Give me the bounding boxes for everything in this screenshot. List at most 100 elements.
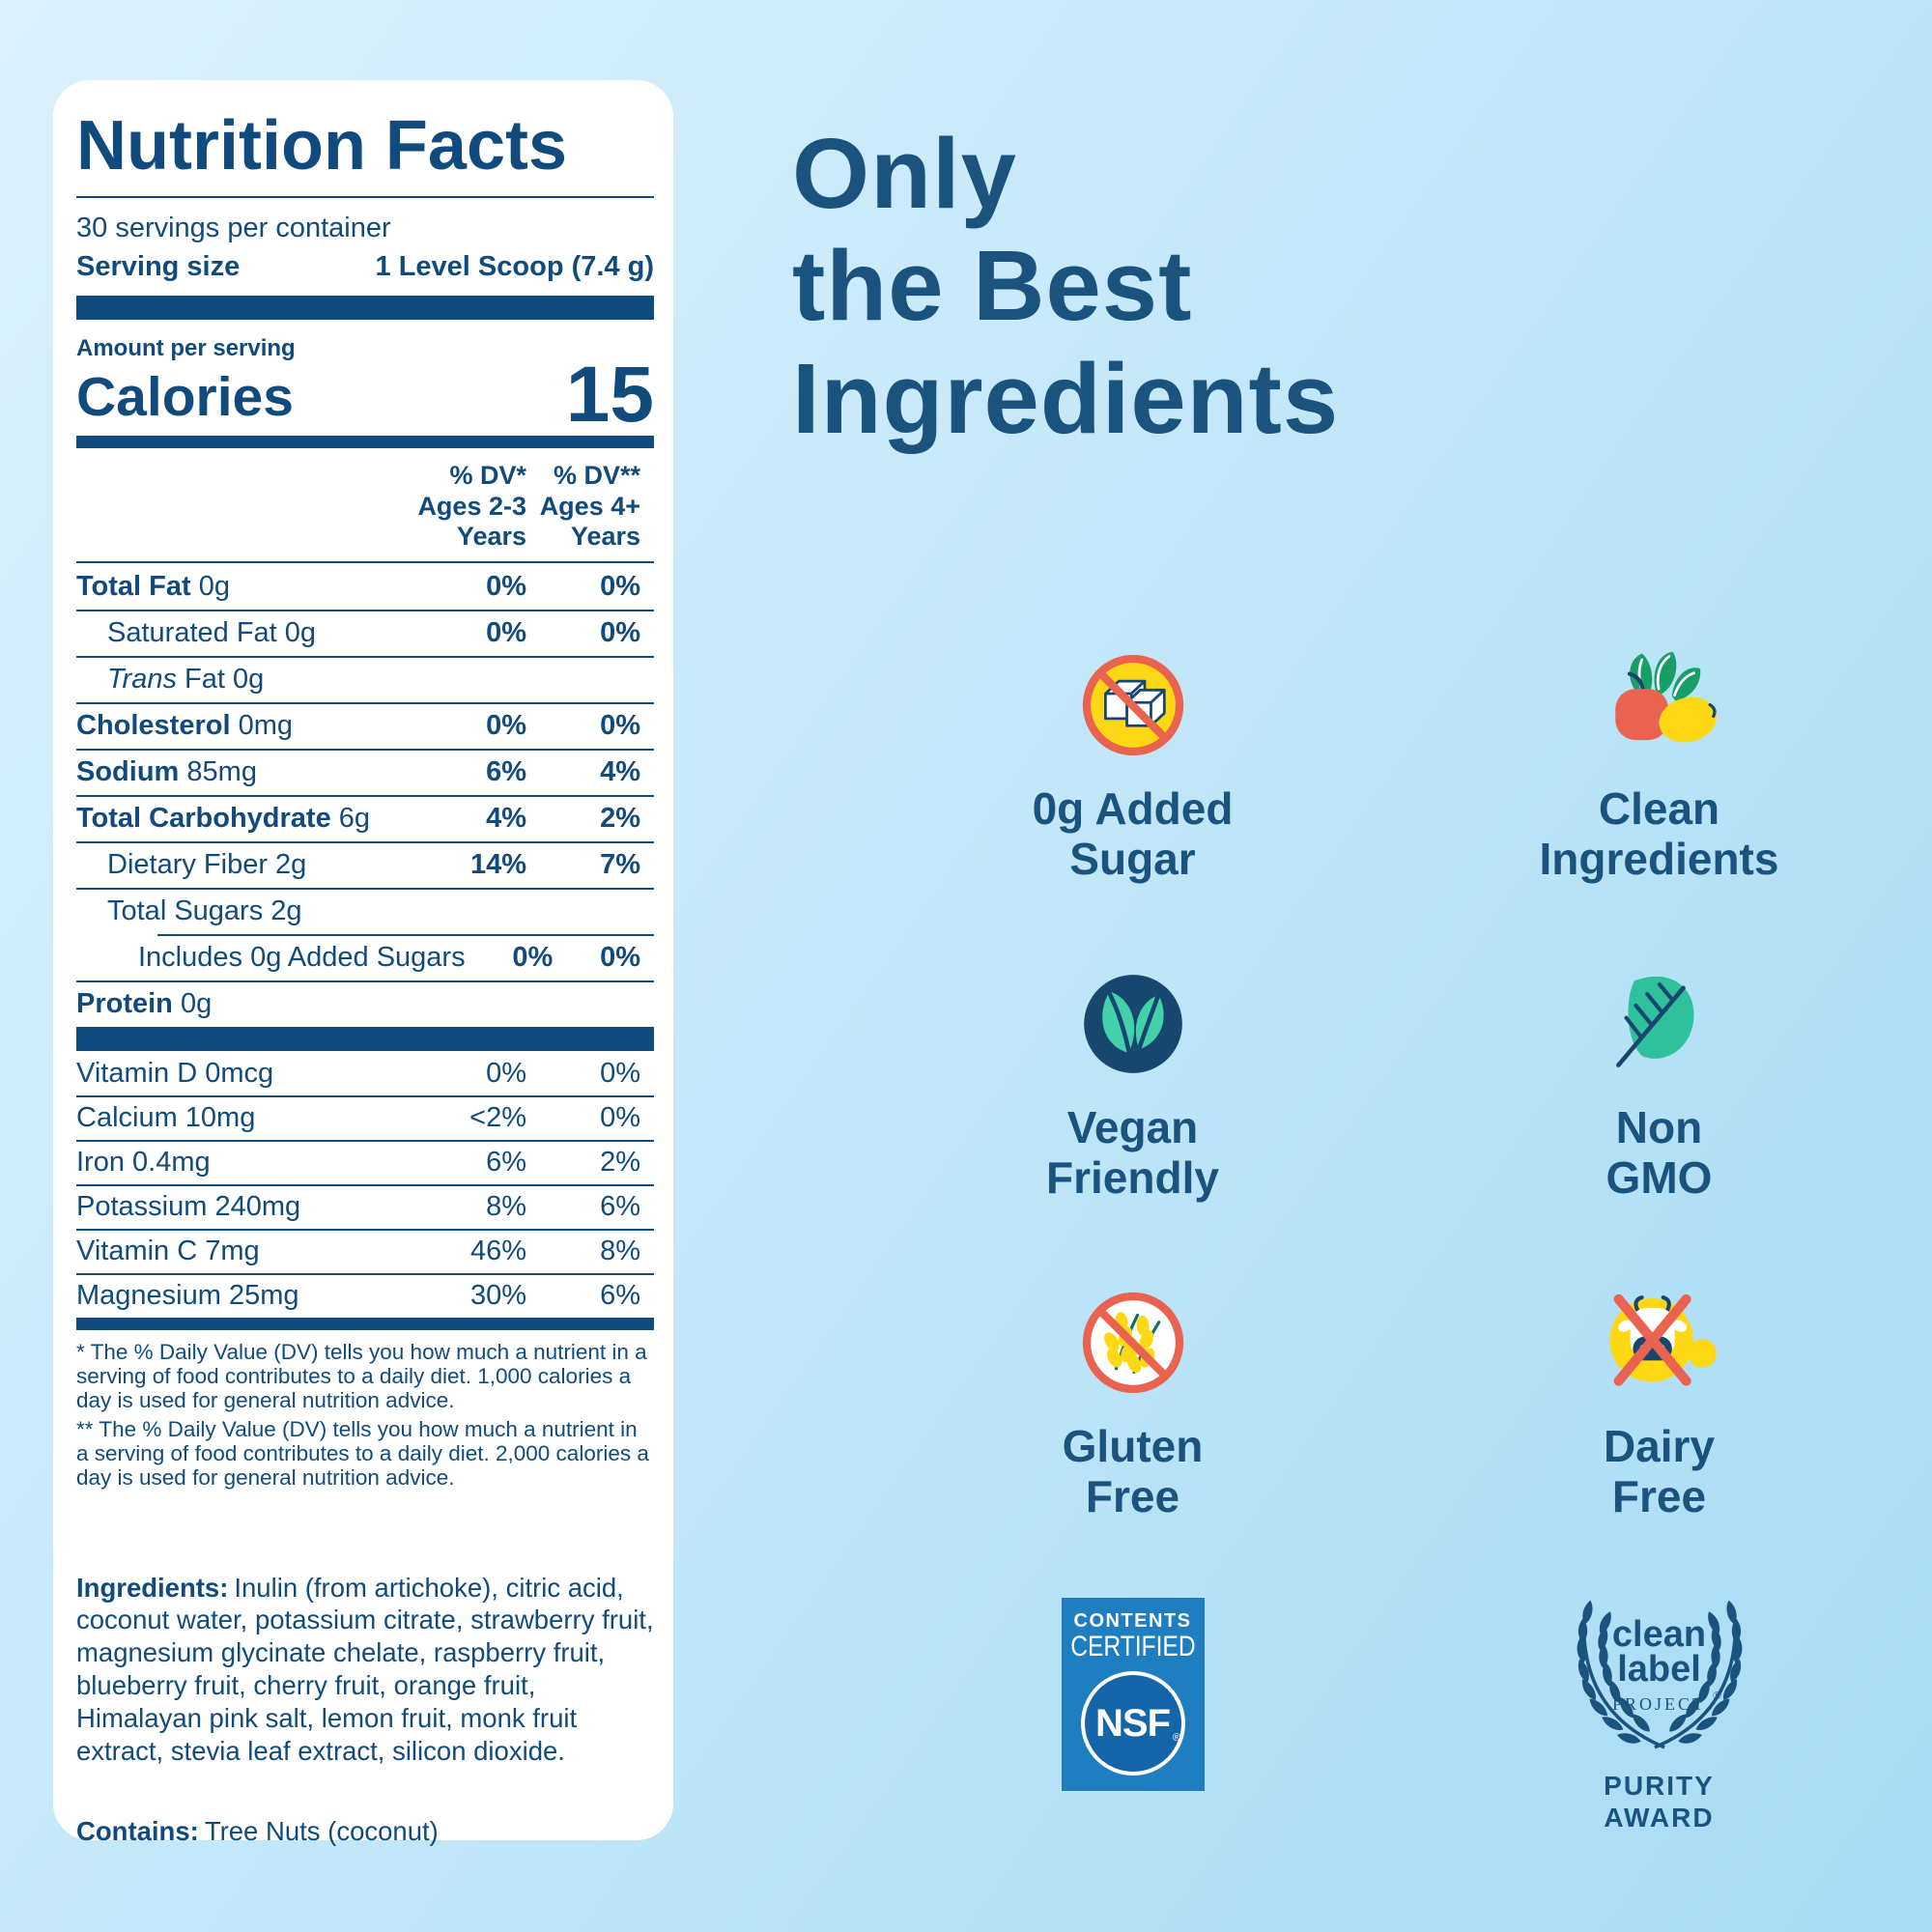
laurel-wreath-icon — [1576, 1599, 1743, 1749]
dv-ages-4plus-value: 0% — [600, 1057, 640, 1089]
nutrient-row: Protein 0g — [76, 980, 654, 1027]
gluten-free-icon — [1075, 1279, 1191, 1406]
dv-column-headers: % DV* Ages 2-3 Years % DV** Ages 4+ Years — [76, 448, 654, 561]
section-bar — [76, 1318, 654, 1331]
dv-ages-2-3-value: 14% — [469, 848, 526, 880]
dv-header-ages-2-3: % DV* Ages 2-3 Years — [417, 461, 526, 551]
nsf-logo-circle: NSF ® — [1080, 1671, 1185, 1776]
section-bar — [76, 1027, 654, 1052]
badge-label: Clean Ingredients — [1539, 783, 1779, 884]
dv-ages-2-3-value: 0% — [486, 616, 526, 648]
nsf-certified-label: CERTIFIED — [1069, 1631, 1196, 1662]
dv-ages-4plus-value: 8% — [600, 1235, 640, 1266]
servings-per-container: 30 servings per container — [76, 213, 391, 243]
dv-ages-4plus-value: 2% — [600, 1146, 640, 1178]
certifications: CONTENTS CERTIFIED NSF ® — [869, 1598, 1922, 1839]
clp-clean: clean — [1611, 1614, 1707, 1655]
dv-ages-2-3-value: 6% — [486, 755, 526, 787]
nutrient-row: Saturated Fat 0g 0% 0% — [76, 610, 654, 656]
nutrition-facts-title: Nutrition Facts — [76, 107, 568, 185]
badge-label: Vegan Friendly — [1046, 1102, 1219, 1203]
nutrient-row: Total Sugars 2g — [76, 888, 654, 934]
vegan-icon — [1076, 960, 1190, 1088]
nutrient-row: Vitamin C 7mg 46% 8% — [76, 1229, 654, 1273]
badge-non-gmo: Non GMO — [1396, 960, 1922, 1279]
nsf-contents-label: CONTENTS — [1073, 1610, 1192, 1632]
dv-ages-2-3-value: 8% — [486, 1190, 526, 1222]
dv-header-ages-4plus: % DV** Ages 4+ Years — [539, 461, 640, 551]
dv-ages-2-3-value: 4% — [486, 802, 526, 834]
dv-ages-4plus-value: 2% — [600, 802, 640, 834]
feature-badges: 0g Added Sugar C — [869, 641, 1922, 1598]
nutrient-row: Total Carbohydrate 6g 4% 2% — [76, 795, 654, 841]
allergen-statement: Contains: Tree Nuts (coconut) — [76, 1815, 439, 1846]
dv-ages-4plus-value: 0% — [600, 570, 640, 602]
calories-label: Calories — [76, 366, 294, 429]
amount-per-serving: Amount per serving — [76, 335, 296, 361]
nutrient-row: Iron 0.4mg 6% 2% — [76, 1140, 654, 1184]
contains-label: Contains: — [76, 1815, 199, 1846]
dv-ages-4plus-value: 0% — [600, 1101, 640, 1133]
dv-footnote-ages-4plus: ** The % Daily Value (DV) tells you how … — [76, 1417, 649, 1490]
clp-project: PROJECT ® — [1611, 1689, 1722, 1715]
dv-ages-4plus-value: 6% — [600, 1190, 640, 1222]
dv-ages-4plus-value: 6% — [600, 1279, 640, 1311]
dairy-free-icon — [1593, 1279, 1726, 1406]
serving-size-row: Serving size 1 Level Scoop (7.4 g) — [76, 251, 654, 283]
dv-ages-4plus-value: 0% — [600, 616, 640, 648]
nutrient-row: Trans Fat 0g — [76, 656, 654, 702]
headline: Only the Best Ingredients — [792, 118, 1340, 454]
dv-ages-4plus-value: 4% — [600, 755, 640, 787]
dv-footnote-ages-2-3: * The % Daily Value (DV) tells you how m… — [76, 1340, 647, 1412]
dv-ages-2-3-value: 0% — [486, 570, 526, 602]
badge-vegan-friendly: Vegan Friendly — [869, 960, 1396, 1279]
nutrient-row: Calcium 10mg <2% 0% — [76, 1095, 654, 1140]
badge-clean-ingredients: Clean Ingredients — [1396, 641, 1922, 960]
nutrient-table: Total Fat 0g 0% 0% Saturated Fat 0g 0% 0… — [76, 563, 654, 1027]
badge-gluten-free: Gluten Free — [869, 1279, 1396, 1598]
nutrient-row: Magnesium 25mg 30% 6% — [76, 1273, 654, 1318]
badge-no-added-sugar: 0g Added Sugar — [869, 641, 1396, 960]
clean-label-project-purity-award: clean label PROJECT ® PURITY AWARD — [1524, 1598, 1795, 1839]
dv-ages-4plus-value: 0% — [600, 709, 640, 741]
badge-dairy-free: Dairy Free — [1396, 1279, 1922, 1598]
nsf-contents-certified-badge: CONTENTS CERTIFIED NSF ® — [1061, 1598, 1205, 1791]
vitamin-table: Vitamin D 0mcg 0% 0% Calcium 10mg <2% 0%… — [76, 1051, 654, 1318]
nutrient-row: Includes 0g Added Sugars 0% 0% — [76, 934, 654, 980]
no-added-sugar-icon — [1075, 641, 1191, 769]
section-bar — [76, 436, 654, 449]
divider — [76, 561, 654, 564]
dv-ages-4plus-value: 7% — [600, 848, 640, 880]
ingredients-list: Ingredients: Inulin (from artichoke), cit… — [76, 1572, 654, 1766]
dv-ages-2-3-value: 46% — [469, 1235, 526, 1266]
dv-ages-2-3-value: 6% — [486, 1146, 526, 1178]
calories-value: 15 — [565, 351, 654, 439]
ingredients-label: Ingredients: — [76, 1572, 229, 1603]
clp-label: label — [1617, 1649, 1701, 1690]
nutrient-row: Cholesterol 0mg 0% 0% — [76, 702, 654, 749]
nutrient-row: Dietary Fiber 2g 14% 7% — [76, 841, 654, 888]
calories-row: Calories 15 — [76, 351, 654, 439]
clean-ingredients-icon — [1598, 641, 1721, 769]
nutrient-row: Potassium 240mg 8% 6% — [76, 1184, 654, 1229]
divider — [76, 196, 654, 198]
dv-ages-2-3-value: 0% — [486, 709, 526, 741]
serving-size-value: 1 Level Scoop (7.4 g) — [375, 251, 654, 282]
nutrition-facts-panel: Nutrition Facts 30 servings per containe… — [53, 80, 673, 1846]
nutrient-row: Sodium 85mg 6% 4% — [76, 749, 654, 795]
dv-ages-4plus-value: 0% — [600, 941, 640, 973]
badge-label: 0g Added Sugar — [1032, 783, 1234, 884]
dv-ages-2-3-value: 0% — [512, 941, 554, 973]
dv-ages-2-3-value: 30% — [469, 1279, 526, 1311]
nutrient-row: Total Fat 0g 0% 0% — [76, 570, 640, 602]
badge-label: Non GMO — [1605, 1102, 1713, 1203]
nutrient-row: Vitamin D 0mcg 0% 0% — [76, 1057, 640, 1089]
badge-label: Dairy Free — [1603, 1421, 1716, 1521]
serving-size-label: Serving size — [76, 251, 241, 282]
section-bar — [76, 296, 654, 320]
non-gmo-icon — [1603, 960, 1717, 1088]
dv-ages-2-3-value: <2% — [469, 1101, 526, 1133]
dv-ages-2-3-value: 0% — [486, 1057, 526, 1089]
clp-purity-award: PURITY AWARD — [1604, 1771, 1715, 1833]
badge-label: Gluten Free — [1062, 1421, 1204, 1521]
